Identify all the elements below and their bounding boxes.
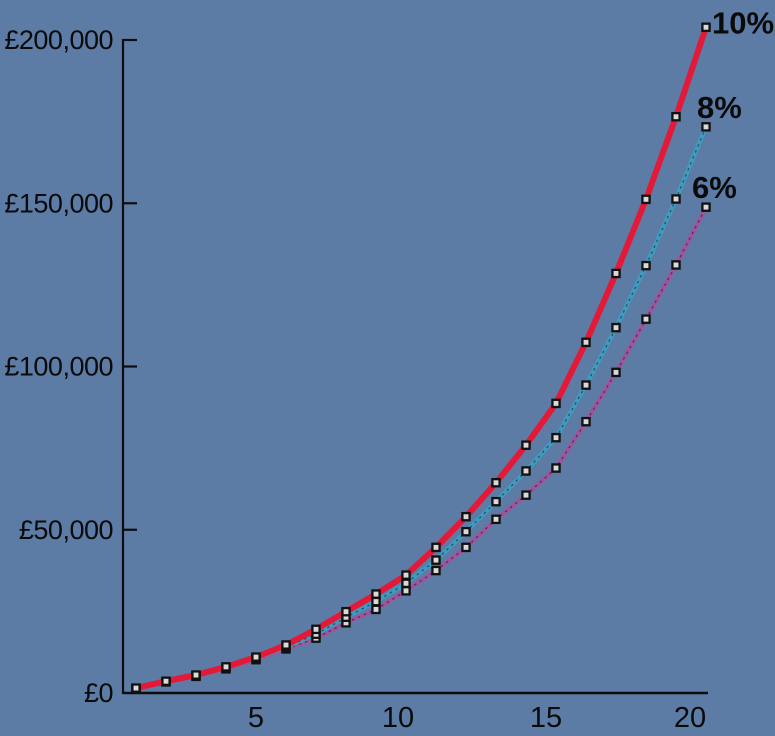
- data-point-marker-10%: [701, 22, 711, 33]
- data-point-marker-6%: [701, 202, 711, 212]
- data-point-marker-8%: [491, 496, 501, 507]
- data-point-marker-8%: [431, 555, 441, 565]
- data-point-marker-10%: [551, 398, 561, 409]
- series-8%: [133, 124, 709, 691]
- data-point-marker-6%: [431, 565, 441, 576]
- x-axis-tick-label: 10: [382, 702, 414, 734]
- y-axis-tick-label: £200,000: [4, 25, 113, 55]
- data-point-marker-6%: [551, 463, 561, 473]
- data-point-marker-10%: [161, 676, 171, 686]
- data-point-marker-10%: [521, 440, 531, 450]
- series-label-10%: 10%: [712, 5, 774, 40]
- x-axis-tick-label: 5: [248, 702, 264, 734]
- x-axis-tick-label: 20: [674, 702, 706, 734]
- series-line-dotted-overlay-6%: [135, 206, 707, 690]
- data-point-marker-6%: [461, 542, 471, 553]
- data-point-marker-8%: [371, 596, 381, 607]
- data-point-marker-6%: [641, 314, 651, 324]
- data-point-marker-8%: [641, 260, 651, 271]
- series-line-6%: [133, 205, 709, 691]
- y-axis-tick-label: £150,000: [4, 188, 113, 218]
- data-point-marker-10%: [611, 268, 621, 279]
- data-point-marker-10%: [581, 337, 591, 348]
- series-line-10%: [133, 24, 709, 692]
- data-point-marker-6%: [521, 490, 531, 500]
- data-point-marker-10%: [401, 570, 411, 580]
- series-line-8%: [133, 124, 709, 691]
- data-point-marker-8%: [551, 432, 561, 443]
- data-point-marker-6%: [581, 416, 591, 427]
- data-point-marker-10%: [461, 511, 471, 522]
- data-point-marker-10%: [641, 194, 651, 205]
- data-point-marker-10%: [281, 640, 291, 650]
- data-point-marker-6%: [671, 260, 681, 270]
- data-point-marker-10%: [251, 652, 261, 662]
- series-label-8%: 8%: [697, 90, 742, 125]
- y-axis-tick-label: £0: [84, 678, 113, 708]
- data-point-marker-10%: [311, 624, 321, 635]
- data-point-marker-6%: [401, 586, 411, 596]
- series-6%: [133, 205, 709, 691]
- data-point-marker-6%: [611, 367, 621, 378]
- data-point-marker-8%: [671, 194, 681, 204]
- series-line-dotted-overlay-8%: [135, 126, 707, 689]
- data-point-marker-8%: [611, 322, 621, 333]
- data-point-marker-10%: [371, 589, 381, 599]
- data-point-marker-8%: [701, 122, 711, 132]
- y-axis-tick-label: £50,000: [19, 515, 113, 545]
- data-point-marker-10%: [431, 542, 441, 553]
- series-lines: [133, 24, 709, 692]
- data-point-marker-8%: [581, 380, 591, 390]
- data-point-marker-10%: [341, 606, 351, 617]
- data-point-markers: [131, 22, 711, 694]
- data-point-marker-6%: [491, 514, 501, 525]
- data-point-marker-10%: [131, 683, 141, 693]
- data-point-marker-8%: [401, 578, 411, 589]
- data-point-marker-8%: [521, 466, 531, 476]
- data-point-marker-10%: [221, 662, 231, 672]
- data-point-marker-6%: [371, 604, 381, 615]
- series-10%: [133, 24, 709, 692]
- x-axis-tick-label: 15: [530, 702, 562, 734]
- series-label-6%: 6%: [692, 170, 737, 205]
- data-point-marker-10%: [491, 477, 501, 488]
- data-point-marker-10%: [191, 670, 201, 680]
- series-end-labels: 10% 8% 6%: [692, 5, 774, 205]
- y-axis-tick-label: £100,000: [4, 352, 113, 382]
- data-point-marker-10%: [671, 111, 681, 122]
- axes: £0 £50,000 £100,000 £150,000 £200,000 5 10 15 20: [4, 25, 708, 734]
- data-point-marker-8%: [461, 526, 471, 537]
